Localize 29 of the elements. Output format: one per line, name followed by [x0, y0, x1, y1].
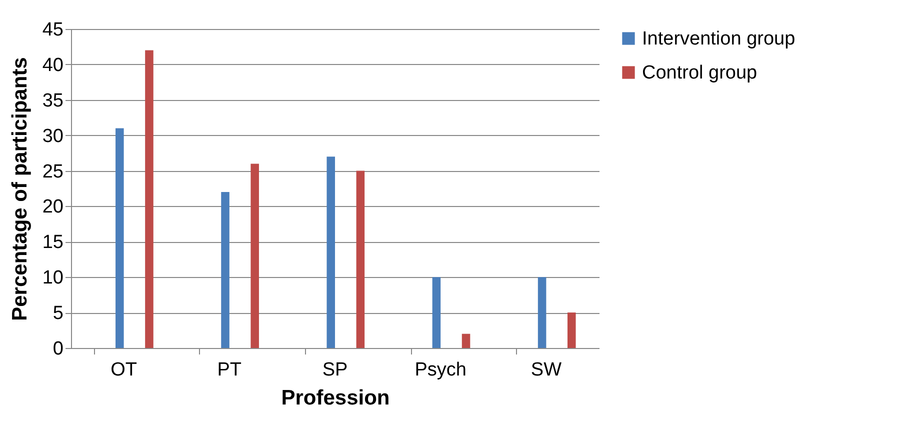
x-tick-label: SW [530, 360, 562, 380]
y-tick-label: 45 [42, 20, 64, 40]
legend-label: Control group [642, 62, 758, 84]
x-axis-title: Profession [281, 386, 390, 410]
y-tick-label: 20 [42, 196, 64, 218]
y-tick-label: 25 [42, 161, 64, 182]
y-tick-label: 0 [52, 338, 64, 360]
x-tick-label: PT [217, 360, 242, 380]
bar [567, 312, 576, 348]
y-tick-label: 10 [42, 268, 64, 289]
x-tick-label: OT [110, 360, 138, 380]
bar [462, 334, 470, 348]
bar [116, 128, 124, 348]
bar [432, 277, 441, 348]
bar [356, 170, 365, 348]
x-tick-label: SP [322, 360, 348, 380]
bar [221, 192, 230, 348]
y-tick-label: 30 [42, 126, 64, 147]
bar [250, 164, 259, 348]
x-tick-label: Psych [414, 360, 466, 380]
bar [326, 156, 335, 348]
y-tick-label: 15 [42, 232, 64, 254]
bar [145, 50, 154, 348]
y-tick-label: 5 [52, 303, 64, 324]
bar [538, 277, 546, 348]
y-tick-label: 35 [42, 90, 64, 112]
y-tick-label: 40 [42, 54, 64, 76]
y-axis-title: Percentage of participants [8, 57, 32, 321]
legend-label: Intervention group [642, 28, 796, 50]
